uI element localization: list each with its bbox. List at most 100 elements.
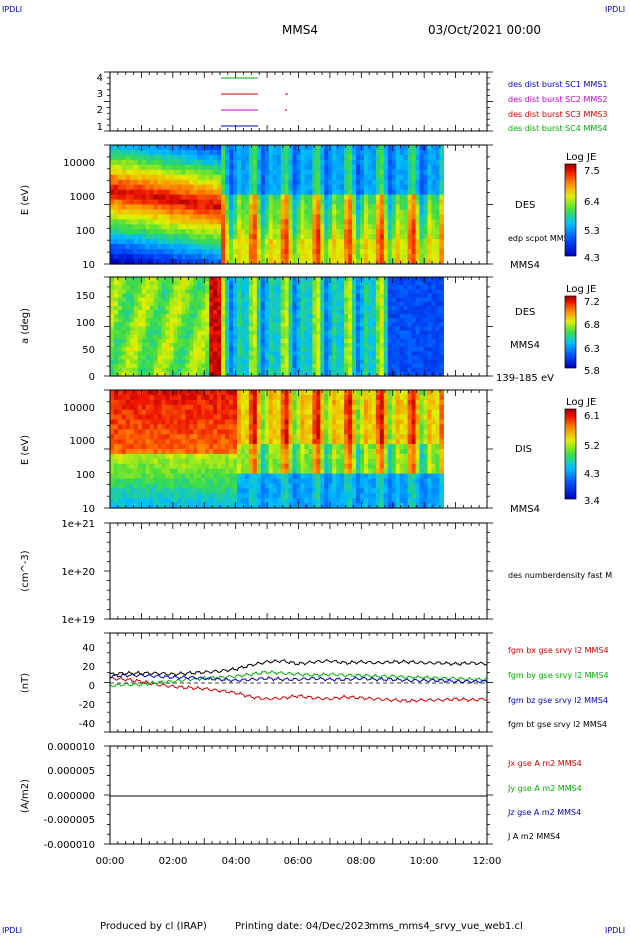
spectrogram-cell xyxy=(185,190,190,196)
spectrogram-cell xyxy=(146,464,151,470)
spectrogram-cell xyxy=(348,306,353,311)
spectrogram-cell xyxy=(189,355,194,360)
spectrogram-cell xyxy=(396,368,401,373)
spectrogram-cell xyxy=(221,343,226,348)
spectrogram-cell xyxy=(261,239,266,245)
spectrogram-cell xyxy=(122,331,127,336)
spectrogram-cell xyxy=(324,281,329,286)
spectrogram-cell xyxy=(253,224,258,230)
spectrogram-cell xyxy=(241,322,246,327)
spectrogram-cell xyxy=(217,469,222,475)
spectrogram-cell xyxy=(249,439,254,445)
spectrogram-cell xyxy=(221,364,226,369)
spectrogram-cell xyxy=(328,170,333,176)
spectrogram-cell xyxy=(201,400,206,406)
spectrogram-cell xyxy=(213,469,218,475)
spectrogram-cell xyxy=(380,335,385,340)
spectrogram-cell xyxy=(384,310,389,315)
des-energy-ytick-1000: 1000 xyxy=(70,192,95,203)
spectrogram-cell xyxy=(273,318,278,323)
spectrogram-cell xyxy=(416,244,421,250)
spectrogram-cell xyxy=(185,277,190,282)
spectrogram-cell xyxy=(245,390,250,396)
spectrogram-cell xyxy=(376,150,381,156)
spectrogram-cell xyxy=(162,302,167,307)
spectrogram-cell xyxy=(249,449,254,455)
spectrogram-cell xyxy=(312,339,317,344)
spectrogram-cell xyxy=(269,322,274,327)
spectrogram-cell xyxy=(439,306,444,311)
spectrogram-cell xyxy=(134,444,139,450)
spectrogram-cell xyxy=(150,298,155,303)
spectrogram-cell xyxy=(245,175,250,181)
spectrogram-cell xyxy=(289,310,294,315)
spectrogram-cell xyxy=(253,364,258,369)
spectrogram-cell xyxy=(316,190,321,196)
spectrogram-cell xyxy=(439,314,444,319)
spectrogram-cell xyxy=(328,364,333,369)
spectrogram-cell xyxy=(118,306,123,311)
spectrogram-cell xyxy=(201,444,206,450)
spectrogram-cell xyxy=(364,165,369,171)
spectrogram-cell xyxy=(181,214,186,220)
spectrogram-cell xyxy=(352,155,357,161)
spectrogram-cell xyxy=(412,314,417,319)
spectrogram-cell xyxy=(400,160,405,166)
spectrogram-cell xyxy=(201,322,206,327)
spectrogram-cell xyxy=(435,364,440,369)
spectrogram-cell xyxy=(177,314,182,319)
spectrogram-cell xyxy=(225,390,230,396)
spectrogram-cell xyxy=(408,314,413,319)
spectrogram-cell xyxy=(130,200,135,206)
spectrogram-cell xyxy=(241,190,246,196)
spectrogram-cell xyxy=(289,195,294,201)
spectrogram-cell xyxy=(217,464,222,470)
spectrogram-cell xyxy=(134,224,139,230)
spectrogram-cell xyxy=(360,364,365,369)
spectrogram-cell xyxy=(384,229,389,235)
spectrogram-cell xyxy=(300,318,305,323)
spectrogram-cell xyxy=(193,429,198,435)
spectrogram-cell xyxy=(312,355,317,360)
spectrogram-cell xyxy=(388,302,393,307)
spectrogram-cell xyxy=(197,498,202,504)
spectrogram-cell xyxy=(340,318,345,323)
spectrogram-cell xyxy=(308,281,313,286)
spectrogram-cell xyxy=(229,347,234,352)
spectrogram-cell xyxy=(114,335,119,340)
spectrogram-cell xyxy=(424,298,429,303)
spectrogram-cell xyxy=(162,410,167,416)
spectrogram-cell xyxy=(269,327,274,332)
spectrogram-cell xyxy=(396,306,401,311)
spectrogram-cell xyxy=(170,454,175,460)
spectrogram-cell xyxy=(229,410,234,416)
spectrogram-cell xyxy=(253,410,258,416)
spectrogram-cell xyxy=(257,318,262,323)
spectrogram-cell xyxy=(166,335,171,340)
spectrogram-cell xyxy=(416,254,421,260)
spectrogram-cell xyxy=(162,150,167,156)
spectrogram-cell xyxy=(416,155,421,161)
spectrogram-cell xyxy=(177,483,182,489)
spectrogram-cell xyxy=(249,335,254,340)
spectrogram-cell xyxy=(392,294,397,299)
spectrogram-cell xyxy=(348,281,353,286)
spectrogram-cell xyxy=(225,314,230,319)
spectrogram-cell xyxy=(408,200,413,206)
spectrogram-cell xyxy=(427,195,432,201)
spectrogram-cell xyxy=(166,439,171,445)
spectrogram-cell xyxy=(336,214,341,220)
spectrogram-cell xyxy=(150,444,155,450)
spectrogram-cell xyxy=(261,294,266,299)
spectrogram-cell xyxy=(420,327,425,332)
spectrogram-cell xyxy=(201,474,206,480)
spectrogram-cell xyxy=(181,493,186,499)
spectrogram-cell xyxy=(225,175,230,181)
spectrogram-cell xyxy=(316,322,321,327)
spectrogram-cell xyxy=(185,429,190,435)
spectrogram-cell xyxy=(352,160,357,166)
spectrogram-cell xyxy=(142,424,147,430)
spectrogram-cell xyxy=(166,479,171,485)
spectrogram-cell xyxy=(412,209,417,215)
spectrogram-cell xyxy=(249,339,254,344)
